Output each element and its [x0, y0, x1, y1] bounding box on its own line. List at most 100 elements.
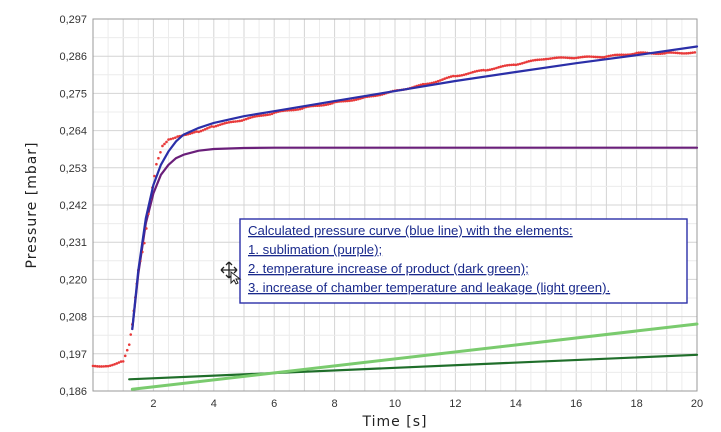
- measured-point: [684, 52, 688, 55]
- measured-point: [161, 144, 164, 148]
- measured-point: [169, 137, 173, 141]
- measured-point: [587, 55, 591, 58]
- measured-point: [671, 51, 675, 54]
- measured-point: [240, 119, 244, 122]
- measured-point: [322, 103, 326, 107]
- measured-point: [546, 57, 550, 61]
- measured-point: [492, 67, 496, 70]
- series-line: [130, 322, 699, 391]
- measured-point: [607, 54, 610, 58]
- measured-point: [199, 129, 203, 133]
- y-tick-label: 0,186: [59, 386, 87, 398]
- measured-point: [531, 59, 535, 62]
- measured-point: [514, 63, 518, 67]
- measured-point: [153, 174, 156, 178]
- measured-point: [318, 104, 321, 107]
- measured-point: [443, 77, 446, 81]
- measured-point: [111, 363, 114, 367]
- measured-point: [298, 107, 302, 111]
- measured-point: [167, 138, 170, 141]
- measured-point: [93, 364, 97, 368]
- measured-point: [441, 78, 444, 81]
- measured-point: [454, 74, 457, 78]
- measured-point: [352, 98, 356, 102]
- measured-point: [542, 58, 546, 61]
- measured-point: [568, 56, 572, 60]
- measured-point: [201, 128, 205, 132]
- measured-point: [663, 52, 666, 55]
- measured-point: [328, 102, 332, 106]
- measured-point: [572, 56, 576, 60]
- measured-point: [270, 112, 274, 116]
- measured-point: [259, 114, 263, 117]
- measured-point: [223, 122, 226, 125]
- measured-point: [518, 62, 522, 66]
- y-tick-label: 0,197: [59, 349, 87, 361]
- measured-point: [326, 103, 330, 106]
- measured-point: [119, 360, 123, 363]
- measured-point: [242, 118, 246, 122]
- measured-point: [108, 364, 112, 367]
- x-tick-label: 8: [332, 398, 338, 410]
- plot-frame: [92, 18, 698, 392]
- measured-point: [486, 68, 490, 72]
- measured-point: [637, 51, 641, 54]
- measured-point: [231, 120, 235, 124]
- measured-point: [206, 127, 209, 130]
- measured-point: [460, 73, 464, 77]
- measured-point: [106, 364, 110, 368]
- measured-point: [419, 83, 423, 87]
- series-line: [128, 353, 699, 381]
- measured-point: [193, 130, 196, 134]
- measured-point: [503, 64, 507, 67]
- x-tick-label: 16: [570, 398, 582, 410]
- annotation-line: 3. increase of chamber temperature and l…: [248, 280, 610, 295]
- measured-point: [238, 119, 241, 123]
- measured-point: [577, 56, 580, 59]
- measured-point: [618, 53, 621, 57]
- measured-point: [549, 57, 552, 60]
- measured-point: [165, 140, 168, 144]
- measured-point: [266, 113, 270, 117]
- measured-point: [529, 59, 533, 63]
- annotation-line: 2. temperature increase of product (dark…: [248, 261, 529, 276]
- measured-point: [620, 53, 623, 57]
- measured-point: [458, 74, 462, 77]
- measured-point: [464, 72, 468, 76]
- measured-point: [268, 113, 272, 116]
- series-line: [131, 146, 699, 331]
- measured-point: [462, 73, 466, 77]
- x-tick-label: 12: [449, 398, 461, 410]
- measured-point: [482, 68, 485, 72]
- measured-point: [98, 365, 101, 368]
- measured-point: [590, 55, 593, 58]
- measured-point: [190, 131, 194, 135]
- measured-point: [208, 126, 211, 129]
- measured-point: [484, 69, 487, 72]
- measured-point: [227, 121, 231, 124]
- measured-point: [508, 63, 511, 67]
- measured-point: [171, 137, 175, 140]
- measured-point: [113, 362, 116, 366]
- measured-point: [436, 79, 440, 83]
- measured-point: [176, 135, 179, 138]
- y-axis-label: Pressure [mbar]: [24, 141, 40, 268]
- y-tick-label: 0,220: [59, 274, 87, 286]
- measured-point: [520, 61, 524, 65]
- annotation-line: 1. sublimation (purple);: [248, 242, 382, 257]
- measured-point: [225, 121, 229, 125]
- x-tick-label: 6: [271, 398, 277, 410]
- measured-point: [615, 53, 619, 57]
- measured-point: [553, 56, 556, 60]
- annotation-line: Calculated pressure curve (blue line) wi…: [248, 223, 573, 238]
- measured-point: [143, 241, 146, 245]
- measured-point: [456, 74, 459, 78]
- measured-point: [602, 55, 606, 59]
- measured-point: [234, 120, 237, 123]
- measured-point: [488, 68, 492, 72]
- x-axis-label: Time [s]: [362, 414, 428, 430]
- measured-point: [129, 333, 133, 336]
- measured-point: [255, 114, 259, 118]
- measured-point: [557, 56, 561, 59]
- measured-point: [449, 75, 453, 78]
